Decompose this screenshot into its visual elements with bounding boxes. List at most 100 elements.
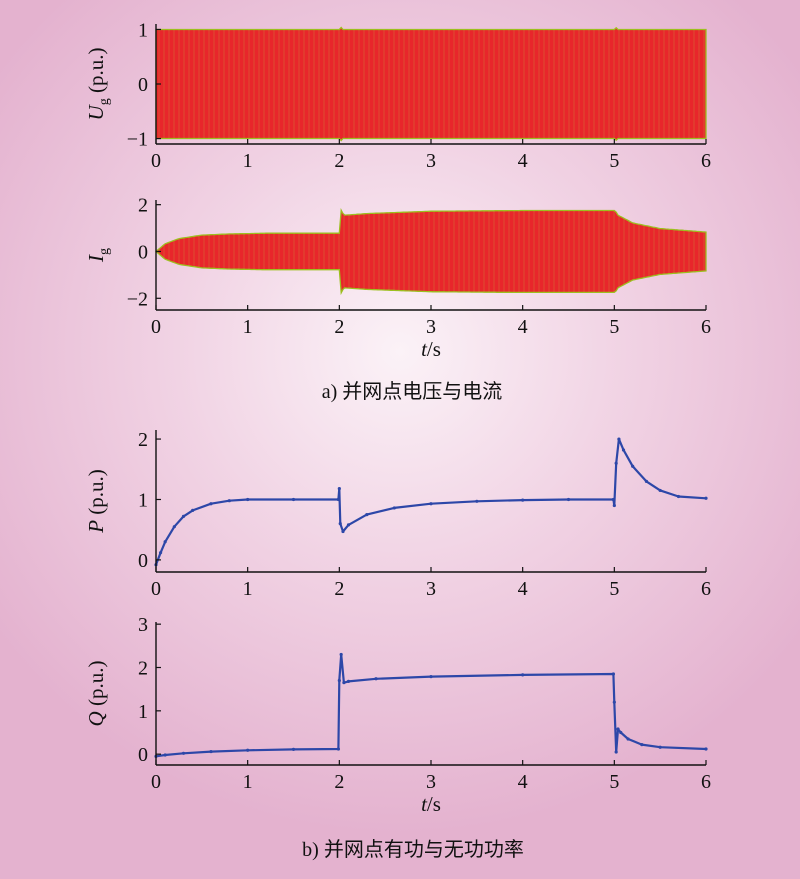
chart-panel-p: 0 1 2 3 4 5 6 2 1 0 P (p.u.) [84, 429, 711, 600]
q-x-tick-label: 3 [426, 771, 436, 793]
ug-y-tick-label: −1 [127, 129, 148, 151]
ug-x-tick-label: 0 [151, 150, 161, 172]
q-data-point [619, 730, 623, 735]
p-data-point [163, 540, 167, 544]
q-data-point [246, 748, 250, 752]
p-y-tick-label: 1 [138, 489, 148, 511]
ig-x-tick-label: 4 [518, 316, 528, 338]
ig-x-tick-label: 3 [426, 316, 436, 338]
p-data-point [191, 508, 195, 512]
chart-panel-q: 0 1 2 3 4 5 6 3 2 1 0 Q (p.u.) t/s [84, 614, 711, 816]
ig-x-axis-variable: t [421, 337, 428, 361]
ig-x-axis-unit: /s [427, 337, 441, 361]
q-data-point [336, 747, 341, 751]
ug-x-tick-label: 1 [243, 150, 253, 172]
p-data-point [566, 497, 571, 502]
q-data-point [374, 677, 378, 681]
caption-a: a) 并网点电压与电流 [322, 380, 503, 403]
ig-y-tick-label: −2 [127, 288, 148, 310]
q-data-point [346, 679, 351, 683]
ug-x-tick-label: 3 [426, 150, 436, 172]
p-series-line [154, 438, 707, 566]
q-series-line [155, 653, 707, 758]
ug-oscillation-hatch [158, 29, 705, 139]
ig-x-tick-label: 5 [609, 316, 619, 338]
q-data-point [704, 747, 708, 751]
p-data-point [704, 496, 708, 500]
p-data-point [365, 512, 369, 517]
q-data-point [339, 652, 343, 657]
q-x-tick-label: 4 [518, 771, 528, 793]
p-data-point [521, 498, 525, 502]
q-data-point [616, 727, 620, 731]
ig-x-tick-label: 0 [151, 316, 161, 338]
p-data-point [612, 503, 616, 508]
ug-y-axis-symbol: U [84, 103, 108, 120]
p-data-point [614, 461, 618, 465]
ig-x-axis-label: t/s [421, 337, 441, 361]
p-data-point [346, 523, 351, 527]
ig-y-axis-symbol: I [84, 254, 108, 263]
q-data-point [163, 753, 167, 757]
p-y-axis-symbol: P [84, 520, 108, 534]
p-data-point [336, 497, 341, 502]
q-y-axis-unit: (p.u.) [84, 661, 108, 712]
p-x-tick-label: 3 [426, 578, 436, 600]
q-data-point [612, 700, 616, 704]
p-x-tick-label: 5 [609, 578, 619, 600]
ig-x-tick-label: 2 [334, 316, 344, 338]
ug-oscillation-band [155, 26, 707, 142]
q-x-axis-variable: t [421, 792, 428, 816]
ug-y-axis-label: Ug (p.u.) [84, 48, 112, 121]
p-x-tick-label: 0 [151, 578, 161, 600]
q-x-tick-label: 6 [701, 771, 711, 793]
q-y-tick-label: 0 [138, 744, 148, 766]
p-data-point [676, 494, 681, 499]
ig-oscillation-hatch [158, 210, 705, 293]
q-data-point [658, 745, 662, 749]
ug-y-tick-label: 1 [138, 19, 148, 41]
p-data-point [227, 499, 231, 503]
p-x-tick-label: 4 [518, 578, 528, 600]
p-data-point [158, 551, 163, 555]
p-data-point [341, 529, 345, 534]
q-x-tick-label: 2 [334, 771, 344, 793]
q-data-point [291, 747, 296, 752]
ug-x-tick-label: 6 [701, 150, 711, 172]
ug-y-tick-label: 0 [138, 74, 148, 96]
ig-x-tick-label: 6 [701, 316, 711, 338]
p-data-point [338, 522, 342, 526]
p-data-point [172, 525, 176, 529]
p-y-axis-label: P (p.u.) [84, 469, 108, 534]
q-x-tick-label: 0 [151, 771, 161, 793]
q-y-tick-label: 2 [138, 658, 148, 680]
ig-y-tick-label: 2 [138, 195, 148, 217]
p-data-point [291, 497, 296, 502]
p-y-axis-unit: (p.u.) [84, 469, 108, 520]
ig-oscillation-band [155, 207, 707, 296]
q-data-point [640, 743, 644, 747]
q-series-markers [154, 652, 708, 758]
q-data-point [209, 749, 213, 754]
ig-y-tick-label: 0 [138, 241, 148, 263]
p-x-tick-label: 1 [243, 578, 253, 600]
p-data-point [209, 502, 213, 506]
p-data-point [181, 514, 186, 519]
p-data-point [621, 448, 626, 452]
q-data-point [611, 672, 616, 676]
q-data-point [521, 673, 525, 677]
p-data-point [617, 437, 621, 441]
p-data-point [337, 487, 341, 491]
ug-y-axis-subscript: g [97, 98, 112, 105]
p-data-point [631, 464, 635, 468]
p-data-point [475, 499, 479, 503]
q-x-axis-unit: /s [427, 792, 441, 816]
q-data-point [337, 678, 341, 683]
q-x-tick-label: 5 [609, 771, 619, 793]
q-x-tick-label: 1 [243, 771, 253, 793]
q-data-point [626, 737, 630, 741]
q-data-point [181, 751, 186, 755]
p-series-markers [154, 437, 708, 567]
